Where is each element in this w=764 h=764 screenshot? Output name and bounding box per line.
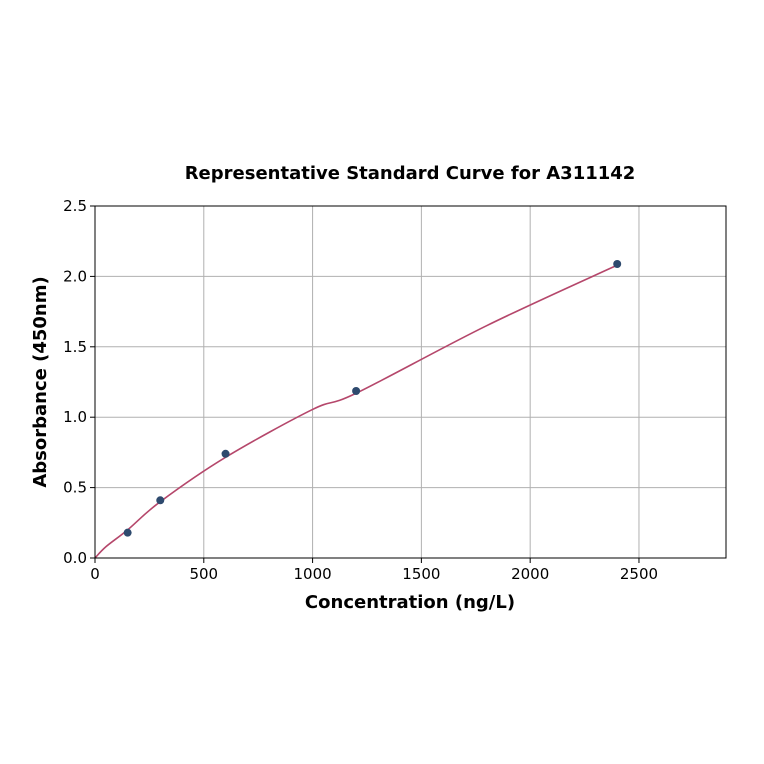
- y-tick-label: 0.0: [63, 549, 87, 567]
- x-tick-label: 2000: [511, 565, 549, 583]
- data-point: [352, 387, 361, 396]
- x-tick-label: 1000: [293, 565, 331, 583]
- fit-curve: [94, 264, 618, 559]
- y-axis-label: Absorbance (450nm): [30, 276, 51, 487]
- plot-frame: [94, 205, 727, 559]
- data-point: [613, 260, 622, 269]
- x-tick-label: 500: [189, 565, 218, 583]
- y-tick-label: 1.5: [63, 338, 87, 356]
- x-tick-label: 1500: [402, 565, 440, 583]
- grid-lines: [94, 205, 726, 559]
- x-tick-label: 2500: [620, 565, 658, 583]
- y-tick-label: 0.5: [63, 479, 87, 497]
- x-axis-label: Concentration (ng/L): [305, 592, 515, 613]
- y-tick-label: 1.0: [63, 408, 87, 426]
- chart-title: Representative Standard Curve for A31114…: [185, 163, 636, 184]
- x-tick-label: 0: [90, 565, 100, 583]
- data-points: [123, 260, 622, 537]
- data-point: [221, 449, 230, 458]
- y-tick-label: 2.5: [63, 197, 87, 215]
- axis-ticks: 0 500 1000 1500 2000 2500 0.0 0.5 1.0 1.5 2.0 2.5: [63, 197, 658, 583]
- y-tick-label: 2.0: [63, 267, 87, 285]
- data-point: [156, 496, 165, 505]
- data-point: [123, 528, 132, 537]
